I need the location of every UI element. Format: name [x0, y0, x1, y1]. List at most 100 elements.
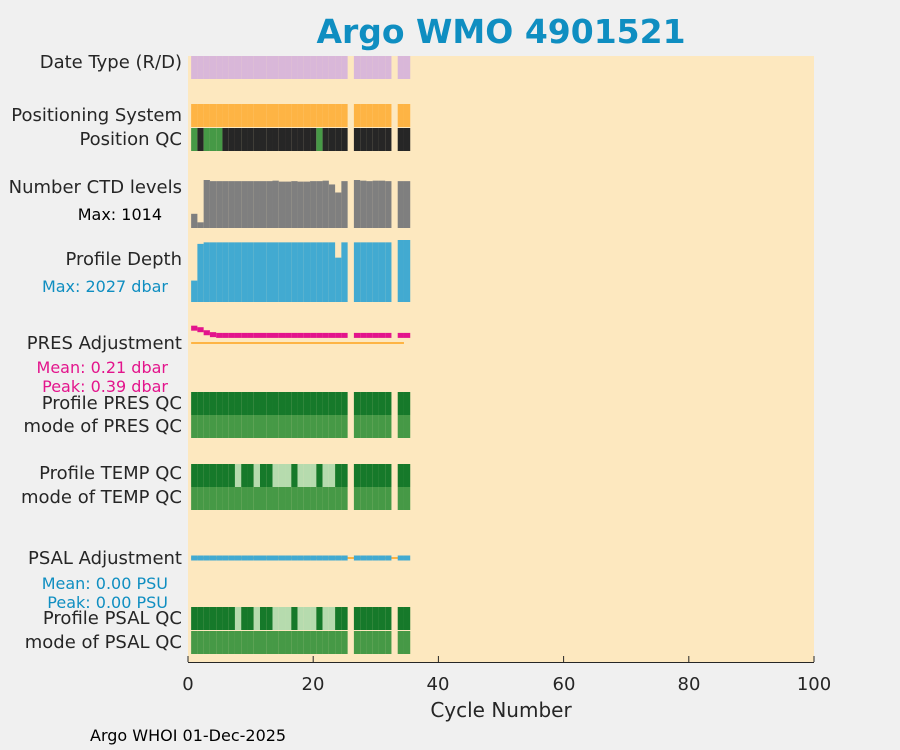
label-date-type: Date Type (R/D)	[39, 52, 182, 73]
data-cell	[216, 607, 223, 630]
data-cell	[203, 56, 210, 79]
data-bar	[397, 181, 404, 228]
data-bar	[259, 181, 267, 228]
data-bar	[272, 180, 279, 228]
data-cell	[234, 392, 242, 415]
data-cell	[272, 128, 279, 151]
data-cell	[353, 607, 361, 630]
data-cell	[291, 607, 298, 630]
data-cell	[328, 607, 336, 630]
data-cell	[216, 392, 223, 415]
data-bar	[322, 180, 329, 228]
x-tick-label: 0	[182, 674, 194, 695]
data-cell	[241, 392, 248, 415]
data-cell	[360, 631, 367, 654]
data-cell	[278, 392, 286, 415]
data-cell	[372, 464, 379, 487]
label-psal-adjustment: PSAL Adjustment	[27, 548, 182, 569]
data-cell	[272, 56, 279, 79]
data-cell	[266, 392, 273, 415]
data-cell	[253, 128, 260, 151]
data-cell	[385, 56, 392, 79]
data-bar	[241, 181, 248, 228]
data-bar	[335, 192, 342, 228]
data-cell	[228, 464, 235, 487]
data-cell	[378, 104, 386, 127]
label-psal-peak: Peak: 0.00 PSU	[47, 593, 168, 612]
data-bar	[197, 222, 204, 228]
data-bar	[241, 242, 248, 302]
data-bar	[310, 181, 317, 228]
data-cell	[228, 392, 235, 415]
data-cell	[397, 487, 404, 510]
data-cell	[372, 607, 379, 630]
data-bar	[322, 242, 329, 302]
data-cell	[241, 487, 248, 510]
data-bar	[228, 242, 235, 302]
x-tick-label: 40	[426, 674, 450, 695]
plot-background	[188, 56, 814, 662]
x-tick-label: 80	[677, 674, 701, 695]
data-cell	[360, 487, 367, 510]
data-bar	[360, 180, 367, 228]
data-bar	[247, 242, 254, 302]
data-cell	[253, 464, 260, 487]
data-cell	[259, 631, 267, 654]
data-cell	[203, 464, 210, 487]
x-tick-label: 20	[301, 674, 325, 695]
label-position-qc: Position QC	[79, 129, 182, 150]
data-bar	[385, 181, 392, 228]
data-bar	[247, 181, 254, 228]
data-cell	[316, 56, 323, 79]
data-bar	[234, 181, 242, 228]
x-tick-label: 60	[552, 674, 576, 695]
data-cell	[228, 631, 235, 654]
data-cell	[353, 128, 361, 151]
data-bar	[316, 242, 323, 302]
data-cell	[209, 607, 217, 630]
data-cell	[247, 415, 254, 438]
data-bar	[403, 240, 411, 302]
data-cell	[316, 464, 323, 487]
data-cell	[278, 487, 286, 510]
data-cell	[291, 415, 298, 438]
data-cell	[303, 104, 311, 127]
data-cell	[278, 415, 286, 438]
data-cell	[341, 487, 348, 510]
data-cell	[253, 415, 260, 438]
data-cell	[253, 104, 260, 127]
data-cell	[335, 56, 342, 79]
data-cell	[253, 631, 260, 654]
data-cell	[303, 487, 311, 510]
data-cell	[366, 631, 373, 654]
data-bar	[303, 242, 311, 302]
data-cell	[297, 56, 304, 79]
data-cell	[285, 607, 292, 630]
data-cell	[247, 631, 254, 654]
data-cell	[397, 104, 404, 127]
data-cell	[285, 104, 292, 127]
label-profile-temp-qc: Profile TEMP QC	[39, 463, 182, 484]
data-cell	[253, 607, 260, 630]
data-cell	[259, 487, 267, 510]
data-cell	[209, 631, 217, 654]
data-bar	[191, 213, 198, 228]
data-cell	[385, 392, 392, 415]
data-cell	[372, 392, 379, 415]
data-cell	[209, 415, 217, 438]
data-cell	[303, 415, 311, 438]
data-cell	[303, 631, 311, 654]
data-cell	[228, 56, 235, 79]
data-cell	[285, 487, 292, 510]
data-cell	[191, 487, 198, 510]
data-cell	[372, 631, 379, 654]
data-cell	[403, 607, 411, 630]
data-cell	[341, 415, 348, 438]
data-cell	[297, 392, 304, 415]
data-cell	[222, 104, 229, 127]
data-cell	[266, 631, 273, 654]
data-cell	[316, 487, 323, 510]
data-cell	[385, 631, 392, 654]
data-cell	[341, 104, 348, 127]
data-cell	[278, 631, 286, 654]
